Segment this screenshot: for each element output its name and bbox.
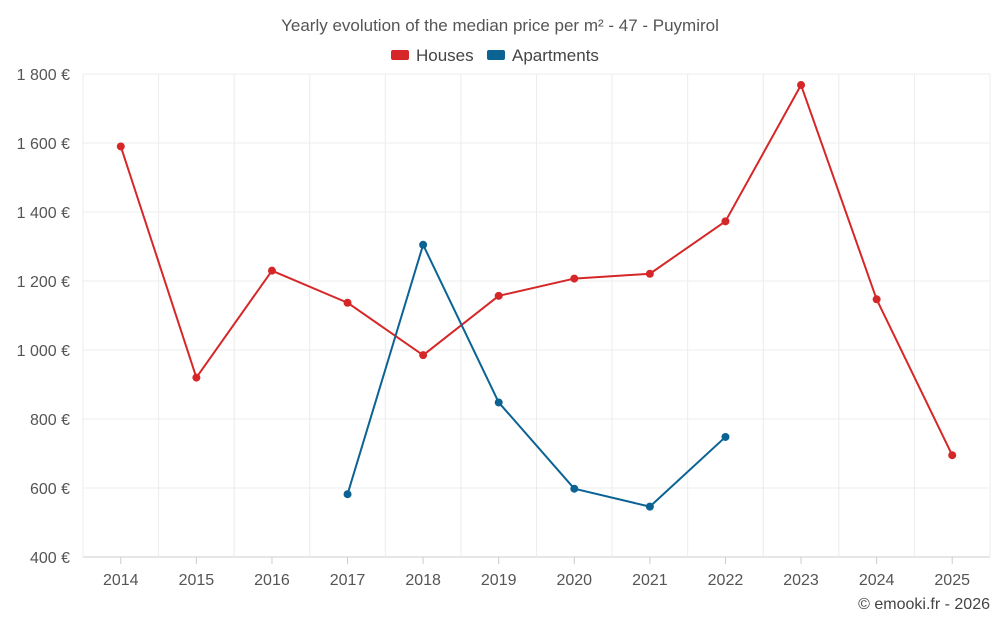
legend: Houses Apartments [391, 46, 599, 65]
data-point-houses[interactable] [948, 451, 957, 460]
x-tick-label: 2025 [934, 572, 970, 589]
data-point-houses[interactable] [116, 142, 125, 151]
x-tick-label: 2018 [405, 572, 441, 589]
x-tick-label: 2017 [330, 572, 366, 589]
legend-item-apartments[interactable]: Apartments [487, 46, 599, 65]
x-tick-label: 2016 [254, 572, 290, 589]
legend-label-houses: Houses [416, 46, 474, 65]
series-line-apartments [346, 243, 727, 508]
y-axis-ticks: 400 € 600 € 800 € 1 000 € 1 200 € 1 400 € 1 60… [17, 67, 70, 567]
grid [82, 73, 991, 558]
series-line-houses [119, 84, 954, 456]
x-tick-label: 2015 [179, 572, 215, 589]
data-point-houses[interactable] [645, 269, 654, 278]
legend-label-apartments: Apartments [512, 46, 599, 65]
data-point-houses[interactable] [797, 81, 806, 90]
x-axis-ticks: 2014 2015 2016 2017 2018 2019 2020 2021 2022 2023… [103, 557, 970, 589]
y-tick-label: 1 800 € [17, 67, 70, 84]
data-point-houses[interactable] [192, 373, 201, 382]
data-point-apartments[interactable] [419, 240, 428, 249]
y-tick-label: 1 400 € [17, 205, 70, 222]
y-tick-label: 400 € [30, 550, 70, 567]
data-point-apartments[interactable] [570, 484, 579, 493]
x-tick-label: 2024 [859, 572, 895, 589]
data-point-houses[interactable] [872, 295, 881, 304]
y-tick-label: 1 600 € [17, 136, 70, 153]
x-tick-label: 2019 [481, 572, 517, 589]
x-tick-label: 2021 [632, 572, 668, 589]
data-point-apartments[interactable] [494, 398, 503, 407]
x-tick-label: 2022 [708, 572, 744, 589]
x-tick-label: 2020 [556, 572, 592, 589]
data-point-apartments[interactable] [343, 490, 352, 499]
data-point-apartments[interactable] [721, 432, 730, 441]
data-point-houses[interactable] [267, 266, 276, 275]
data-point-houses[interactable] [570, 274, 579, 283]
data-point-houses[interactable] [721, 217, 730, 226]
data-point-houses[interactable] [419, 351, 428, 360]
series [116, 81, 957, 511]
y-tick-label: 600 € [30, 481, 70, 498]
legend-swatch-apartments [487, 50, 505, 60]
x-tick-label: 2014 [103, 572, 139, 589]
data-point-houses[interactable] [494, 291, 503, 300]
data-point-apartments[interactable] [645, 502, 654, 511]
credit: © emooki.fr - 2026 [858, 596, 990, 613]
x-tick-label: 2023 [783, 572, 819, 589]
chart-title: Yearly evolution of the median price per… [281, 16, 719, 35]
y-tick-label: 1 000 € [17, 343, 70, 360]
legend-item-houses[interactable]: Houses [391, 46, 474, 65]
data-point-houses[interactable] [343, 298, 352, 307]
y-tick-label: 800 € [30, 412, 70, 429]
y-tick-label: 1 200 € [17, 274, 70, 291]
legend-swatch-houses [391, 50, 409, 60]
